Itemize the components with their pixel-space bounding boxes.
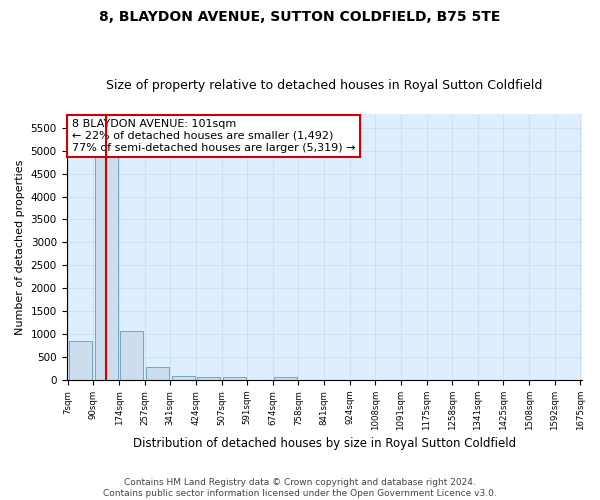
Bar — [69, 341, 92, 380]
Bar — [197, 376, 220, 380]
Text: Contains HM Land Registry data © Crown copyright and database right 2024.
Contai: Contains HM Land Registry data © Crown c… — [103, 478, 497, 498]
Y-axis label: Number of detached properties: Number of detached properties — [15, 160, 25, 334]
Bar — [121, 332, 143, 380]
Bar — [223, 376, 246, 380]
Bar — [146, 367, 169, 380]
Title: Size of property relative to detached houses in Royal Sutton Coldfield: Size of property relative to detached ho… — [106, 79, 542, 92]
Bar — [172, 376, 194, 380]
Text: 8 BLAYDON AVENUE: 101sqm
← 22% of detached houses are smaller (1,492)
77% of sem: 8 BLAYDON AVENUE: 101sqm ← 22% of detach… — [71, 120, 355, 152]
Bar — [95, 130, 118, 380]
X-axis label: Distribution of detached houses by size in Royal Sutton Coldfield: Distribution of detached houses by size … — [133, 437, 515, 450]
Text: 8, BLAYDON AVENUE, SUTTON COLDFIELD, B75 5TE: 8, BLAYDON AVENUE, SUTTON COLDFIELD, B75… — [100, 10, 500, 24]
Bar — [274, 377, 297, 380]
